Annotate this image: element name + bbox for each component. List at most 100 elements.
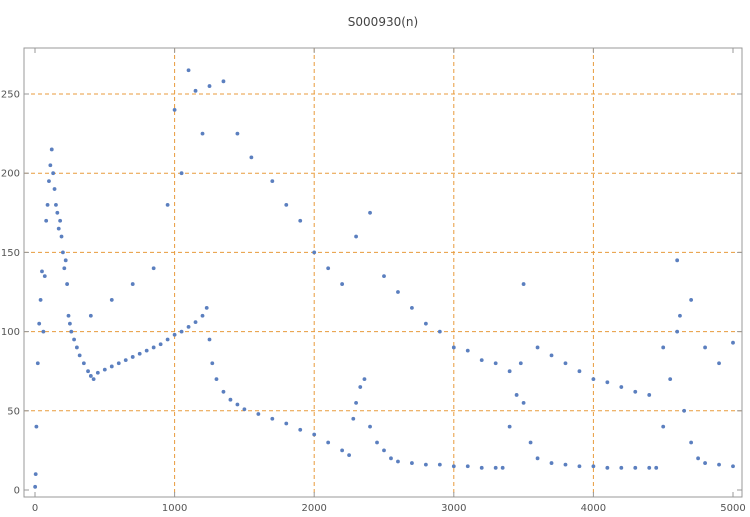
data-point-0-71: [368, 424, 372, 429]
data-point-0-52: [207, 337, 212, 342]
data-point-0-135: [437, 329, 442, 334]
axis-ticks: 0 1000 2000 3000 4000 5000 0 50 100 150 200 250: [1, 48, 746, 514]
data-point-0-100: [668, 377, 673, 382]
data-point-0-64: [326, 440, 331, 445]
data-point-0-95: [619, 465, 624, 470]
data-point-0-114: [172, 107, 177, 112]
data-point-0-122: [249, 155, 254, 160]
data-point-0-92: [577, 464, 582, 469]
data-point-0-142: [535, 345, 540, 350]
data-point-0-41: [137, 351, 142, 356]
data-point-0-44: [158, 342, 163, 347]
data-point-0-55: [221, 389, 226, 394]
data-point-0-14: [51, 171, 56, 176]
data-point-0-51: [204, 305, 209, 310]
data-point-0-31: [81, 361, 86, 366]
data-point-0-9: [44, 218, 49, 223]
data-point-0-45: [165, 337, 170, 342]
data-point-0-59: [256, 412, 261, 416]
data-point-0-72: [375, 440, 379, 445]
y-tick-label-100: 100: [1, 327, 20, 338]
data-point-0-7: [41, 329, 46, 334]
data-point-0-90: [549, 461, 554, 465]
data-point-0-150: [647, 393, 652, 397]
data-point-0-127: [326, 266, 331, 271]
data-point-0-94: [605, 465, 610, 470]
data-point-0-143: [549, 353, 554, 358]
data-point-0-47: [179, 329, 184, 334]
data-point-0-20: [59, 234, 64, 239]
data-point-0-117: [193, 88, 198, 93]
data-point-0-69: [358, 385, 363, 389]
data-point-0-11: [47, 179, 51, 184]
data-points: [33, 68, 735, 489]
data-point-0-29: [74, 345, 79, 350]
data-point-0-121: [235, 131, 240, 136]
data-point-0-97: [647, 465, 652, 470]
data-point-0-144: [563, 361, 568, 366]
data-point-0-15: [52, 187, 57, 191]
data-point-0-112: [151, 266, 156, 271]
data-point-0-77: [423, 462, 428, 467]
data-point-0-116: [186, 68, 191, 73]
data-point-0-36: [102, 367, 107, 372]
data-point-0-124: [284, 202, 289, 207]
data-point-0-107: [717, 462, 721, 467]
data-point-0-115: [179, 171, 184, 176]
data-point-0-91: [563, 462, 568, 467]
data-point-0-82: [493, 465, 498, 470]
data-point-0-70: [362, 377, 367, 382]
data-point-0-26: [68, 321, 72, 326]
data-point-0-32: [86, 369, 90, 374]
data-point-0-89: [535, 456, 540, 461]
data-point-0-118: [200, 131, 205, 136]
data-point-0-137: [465, 348, 470, 353]
data-point-0-62: [298, 427, 303, 432]
plot-frame: [23, 47, 743, 498]
data-point-0-73: [382, 448, 386, 453]
data-point-0-49: [193, 320, 198, 324]
data-point-0-48: [186, 324, 191, 329]
data-point-0-37: [109, 364, 114, 369]
data-point-0-60: [270, 416, 275, 421]
data-point-0-66: [347, 453, 351, 458]
data-point-0-42: [144, 348, 149, 353]
data-point-0-58: [242, 407, 247, 412]
data-point-0-40: [130, 355, 135, 359]
data-point-0-0: [33, 484, 38, 489]
data-point-0-57: [235, 402, 240, 407]
data-point-0-109: [88, 313, 93, 318]
data-point-0-110: [109, 298, 114, 302]
data-point-0-123: [270, 179, 275, 184]
x-tick-label-0: 0: [32, 503, 38, 514]
data-point-0-53: [210, 361, 215, 366]
data-point-0-80: [465, 464, 470, 469]
data-point-0-88: [528, 440, 533, 445]
x-tick-label-3000: 3000: [441, 503, 466, 514]
data-point-0-30: [77, 353, 82, 358]
y-tick-label-250: 250: [1, 90, 20, 101]
data-point-0-27: [69, 329, 74, 334]
data-point-0-145: [577, 369, 582, 374]
data-point-0-154: [703, 345, 707, 350]
data-point-0-46: [172, 332, 177, 337]
data-point-0-19: [58, 218, 63, 223]
data-point-0-105: [696, 456, 700, 461]
data-point-0-102: [678, 313, 682, 318]
data-point-0-21: [61, 250, 65, 255]
gridlines: [24, 48, 742, 497]
data-point-0-155: [717, 361, 721, 366]
data-point-0-108: [731, 464, 735, 469]
x-tick-label-2000: 2000: [301, 503, 326, 514]
data-point-0-113: [165, 202, 170, 207]
data-point-0-129: [354, 234, 358, 239]
data-point-0-138: [479, 358, 484, 363]
data-point-0-33: [88, 374, 93, 378]
data-point-0-133: [410, 305, 414, 310]
data-point-0-63: [312, 432, 317, 437]
data-point-0-43: [151, 345, 156, 350]
data-point-0-74: [389, 456, 393, 461]
data-point-0-147: [605, 380, 610, 385]
data-point-0-17: [55, 210, 60, 215]
data-point-0-67: [351, 416, 356, 421]
